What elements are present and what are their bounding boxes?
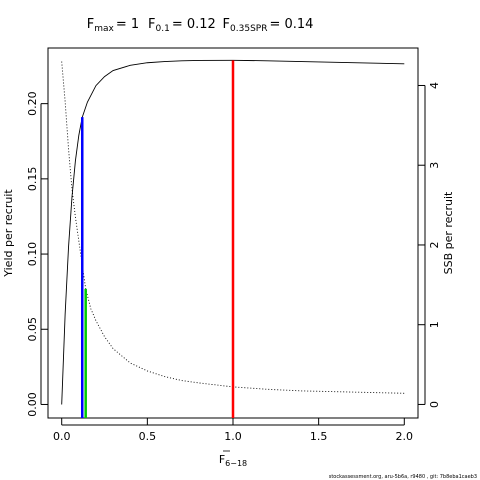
y-right-tick-label: 4	[428, 82, 441, 89]
title-fspr-value: = 0.14	[269, 17, 313, 32]
y-left-tick-label: 0.15	[26, 167, 39, 192]
title-fspr-sub: 0.35SPR	[230, 24, 267, 34]
x-tick-label: 0.0	[53, 430, 71, 443]
title-fspr-label: F	[223, 17, 230, 32]
y-right-tick-label: 1	[428, 321, 441, 328]
y-right-tick-label: 0	[428, 401, 441, 408]
y-right-tick-label: 3	[428, 162, 441, 169]
x-tick-label: 0.5	[139, 430, 157, 443]
reference-lines	[81, 60, 235, 418]
title-fmax-label: F	[87, 17, 94, 32]
y-right-tick-label: 2	[428, 241, 441, 248]
title-fmax-sub: max	[94, 24, 114, 34]
y-left-tick-label: 0.05	[26, 317, 39, 342]
y-right-axis-label: SSB per recruit	[442, 191, 455, 274]
x-tick-label: 1.5	[310, 430, 328, 443]
y-left-tick-label: 0.10	[26, 242, 39, 267]
title-f01-sub: 0.1	[156, 24, 170, 34]
yield-per-recruit-line	[61, 59, 405, 405]
title-fmax-value: = 1	[116, 17, 139, 32]
x-tick-label: 1.0	[224, 430, 242, 443]
axes: 0.0 0.5 1.0 1.5 2.0 0.00 0.05 0.10 0.15 0.20 0 1 2 3 4	[26, 82, 441, 443]
y-left-tick-label: 0.20	[26, 91, 39, 116]
title-f01-value: = 0.12	[172, 17, 216, 32]
title-f01-label: F	[148, 17, 155, 32]
x-axis-label: F6−18	[219, 453, 247, 468]
x-axis-label-main: F	[219, 453, 225, 466]
footer-note: stockassessment.org, aru-5b6a, r9480 , g…	[329, 474, 477, 480]
chart-title: Fmax = 1 F0.1 = 0.12 F0.35SPR = 0.14	[87, 17, 314, 34]
x-axis-label-sub: 6−18	[225, 459, 247, 468]
series	[61, 59, 405, 405]
y-left-tick-label: 0.00	[26, 392, 39, 417]
x-tick-label: 2.0	[396, 430, 414, 443]
y-left-axis-label: Yield per recruit	[2, 189, 15, 278]
